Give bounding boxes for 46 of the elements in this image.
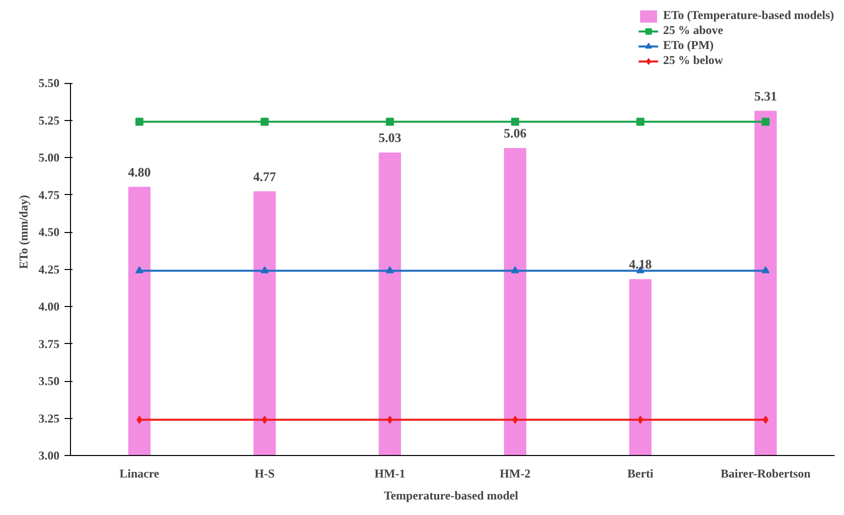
- x-tick-label: HM-1: [374, 466, 406, 480]
- y-axis-title: ETo (mm/day): [16, 195, 30, 269]
- point: [762, 266, 770, 274]
- y-tick-label: 5.50: [38, 76, 60, 90]
- y-tick-label: 3.00: [38, 448, 60, 462]
- point: [262, 416, 268, 424]
- x-tick-label: Berti: [627, 466, 654, 480]
- point: [512, 416, 518, 424]
- point: [386, 266, 394, 274]
- data-label: 5.06: [504, 126, 527, 141]
- point: [135, 266, 144, 274]
- point: [638, 416, 644, 424]
- y-tick-label: 5.00: [38, 150, 60, 164]
- x-tick-label: Linacre: [120, 466, 160, 480]
- y-tick-label: 4.75: [38, 188, 60, 202]
- point: [511, 266, 520, 274]
- point: [260, 118, 269, 126]
- y-tick-label: 3.50: [38, 374, 60, 388]
- point: [136, 416, 142, 424]
- data-label: 5.31: [754, 88, 777, 104]
- y-tick-label: 4.50: [38, 225, 60, 239]
- point: [762, 416, 768, 424]
- point: [387, 416, 393, 424]
- y-tick-label: 4.00: [38, 300, 60, 314]
- x-tick-label: H-S: [254, 466, 275, 480]
- y-tick-label: 3.75: [38, 336, 60, 351]
- point: [260, 266, 269, 274]
- x-axis-title: Temperature-based model: [384, 488, 519, 502]
- y-tick-label: 5.25: [38, 113, 60, 128]
- x-tick-label: HM-2: [500, 466, 530, 480]
- point: [636, 118, 644, 126]
- data-label: 4.18: [628, 256, 652, 272]
- legend-label: ETo (PM): [663, 38, 714, 53]
- data-label: 5.03: [378, 130, 402, 146]
- point: [762, 118, 770, 126]
- legend-label: ETo (Temperature-based models): [663, 8, 834, 23]
- y-tick-label: 4.25: [38, 262, 60, 276]
- data-label: 4.77: [253, 168, 277, 184]
- legend-label: 25 % below: [663, 53, 724, 68]
- point: [386, 118, 394, 126]
- data-label: 4.80: [128, 164, 151, 180]
- point: [135, 118, 144, 126]
- y-tick-label: 3.25: [38, 411, 60, 426]
- legend-label: 25 % above: [663, 23, 724, 38]
- point: [511, 118, 520, 126]
- x-tick-label: Bairer-Robertson: [720, 466, 811, 480]
